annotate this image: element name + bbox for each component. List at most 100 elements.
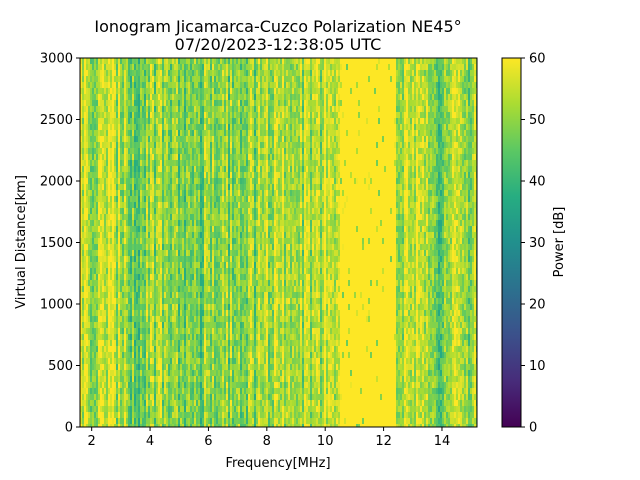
heatmap-cell <box>128 238 130 244</box>
heatmap-cell <box>244 136 246 142</box>
heatmap-cell <box>152 88 154 94</box>
heatmap-cell <box>192 100 194 106</box>
heatmap-cell <box>224 130 226 136</box>
heatmap-cell <box>196 424 198 427</box>
heatmap-cell <box>208 88 210 94</box>
heatmap-cell <box>142 274 144 280</box>
heatmap-cell <box>180 298 182 304</box>
heatmap-cell <box>252 184 254 190</box>
heatmap-cell <box>162 100 164 106</box>
heatmap-cell <box>120 220 122 226</box>
heatmap-cell <box>202 292 204 298</box>
heatmap-cell <box>176 370 178 376</box>
heatmap-cell <box>172 334 174 340</box>
heatmap-cell <box>152 280 154 286</box>
heatmap-cell <box>148 130 150 136</box>
heatmap-cell <box>244 418 246 424</box>
heatmap-cell <box>170 334 172 340</box>
heatmap-cell <box>208 136 210 142</box>
heatmap-cell <box>124 376 126 382</box>
heatmap-cell <box>96 418 98 424</box>
heatmap-cell <box>176 382 178 388</box>
heatmap-cell <box>144 346 146 352</box>
heatmap-cell <box>252 154 254 160</box>
heatmap-cell <box>192 58 194 64</box>
heatmap-cell <box>214 286 216 292</box>
heatmap-cell <box>244 328 246 334</box>
heatmap-cell <box>202 220 204 226</box>
heatmap-cell <box>148 118 150 124</box>
heatmap-cell <box>182 250 184 256</box>
heatmap-cell <box>204 118 206 124</box>
heatmap-cell <box>162 376 164 382</box>
heatmap-cell <box>136 382 138 388</box>
heatmap-cell <box>154 64 156 70</box>
heatmap-cell <box>118 226 120 232</box>
heatmap-cell <box>148 406 150 412</box>
heatmap-cell <box>130 220 132 226</box>
heatmap-cell <box>144 130 146 136</box>
heatmap-cell <box>122 412 124 418</box>
heatmap-cell <box>82 154 84 160</box>
heatmap-cell <box>146 292 148 298</box>
heatmap-cell <box>202 346 204 352</box>
heatmap-cell <box>244 412 246 418</box>
heatmap-cell <box>194 250 196 256</box>
heatmap-cell <box>162 208 164 214</box>
heatmap-cell <box>228 64 230 70</box>
heatmap-cell <box>94 70 96 76</box>
heatmap-cell <box>100 376 102 382</box>
heatmap-cell <box>206 340 208 346</box>
heatmap-cell <box>178 100 180 106</box>
heatmap-cell <box>236 346 238 352</box>
heatmap-cell <box>128 124 130 130</box>
heatmap-cell <box>116 376 118 382</box>
heatmap-cell <box>138 394 140 400</box>
heatmap-cell <box>192 274 194 280</box>
heatmap-cell <box>216 382 218 388</box>
heatmap-cell <box>234 394 236 400</box>
heatmap-cell <box>172 136 174 142</box>
heatmap-cell <box>98 388 100 394</box>
heatmap-cell <box>184 376 186 382</box>
heatmap-cell <box>232 388 234 394</box>
heatmap-cell <box>238 316 240 322</box>
heatmap-cell <box>152 364 154 370</box>
heatmap-cell <box>222 232 224 238</box>
heatmap-cell <box>200 412 202 418</box>
heatmap-cell <box>238 130 240 136</box>
heatmap-cell <box>196 364 198 370</box>
heatmap-cell <box>104 148 106 154</box>
heatmap-cell <box>236 298 238 304</box>
heatmap-cell <box>130 292 132 298</box>
heatmap-cell <box>132 124 134 130</box>
heatmap-cell <box>134 76 136 82</box>
heatmap-cell <box>128 244 130 250</box>
heatmap-cell <box>176 364 178 370</box>
heatmap-cell <box>88 220 90 226</box>
heatmap-cell <box>106 226 108 232</box>
heatmap-cell <box>102 166 104 172</box>
heatmap-cell <box>164 184 166 190</box>
heatmap-cell <box>178 328 180 334</box>
heatmap-cell <box>220 130 222 136</box>
heatmap-cell <box>82 226 84 232</box>
heatmap-cell <box>140 202 142 208</box>
heatmap-cell <box>212 298 214 304</box>
heatmap-cell <box>208 214 210 220</box>
heatmap-cell <box>176 256 178 262</box>
heatmap-cell <box>246 310 248 316</box>
heatmap-cell <box>218 136 220 142</box>
heatmap-cell <box>212 208 214 214</box>
heatmap-cell <box>98 298 100 304</box>
heatmap-cell <box>104 76 106 82</box>
heatmap-cell <box>94 76 96 82</box>
heatmap-cell <box>120 316 122 322</box>
heatmap-cell <box>242 268 244 274</box>
heatmap-cell <box>156 406 158 412</box>
heatmap-cell <box>224 376 226 382</box>
heatmap-cell <box>108 136 110 142</box>
heatmap-cell <box>172 352 174 358</box>
heatmap-cell <box>234 178 236 184</box>
heatmap-cell <box>196 58 198 64</box>
